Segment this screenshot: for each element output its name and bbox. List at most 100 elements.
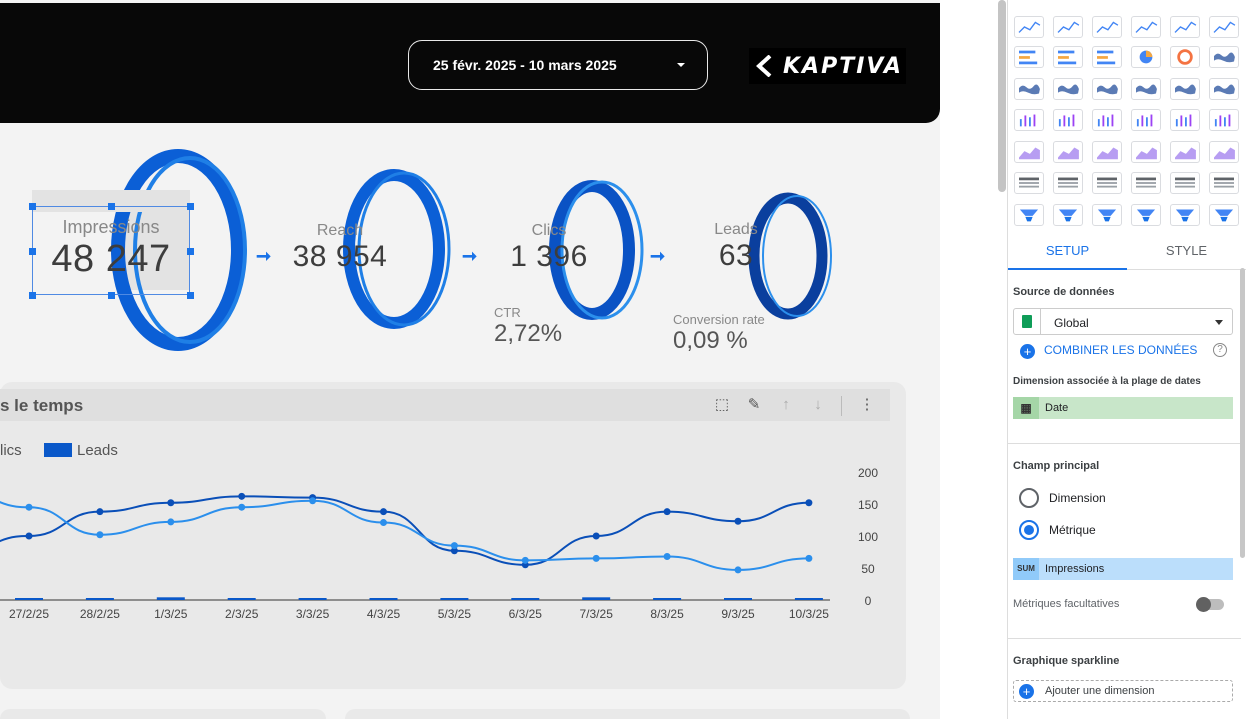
combo-chart-icon[interactable]	[1014, 109, 1044, 131]
kpi-clics-label: Clics	[531, 222, 567, 239]
sparkline-label: Graphique sparkline	[1013, 655, 1120, 667]
time-series-card[interactable]	[0, 382, 906, 689]
edit-pencil-icon[interactable]: ✎	[747, 396, 761, 413]
funnel-icon[interactable]	[1131, 204, 1161, 226]
chart-point	[805, 499, 813, 507]
candlestick-icon[interactable]	[1170, 109, 1200, 131]
more-vert-icon[interactable]: ⋮	[859, 396, 875, 413]
data-source-value: Global	[1054, 316, 1089, 330]
arrow-up-icon[interactable]: ↑	[782, 396, 790, 413]
resize-handle[interactable]	[108, 203, 115, 210]
heatmap-table-icon[interactable]	[1053, 172, 1083, 194]
google-maps-icon[interactable]	[1092, 78, 1122, 100]
grouped-bar-icon[interactable]	[1053, 46, 1083, 68]
smooth-line-icon[interactable]	[1092, 16, 1122, 38]
arrow-down-icon[interactable]: ↓	[814, 396, 822, 413]
pie-chart-icon[interactable]	[1131, 46, 1161, 68]
line-chart-icon[interactable]	[1014, 16, 1044, 38]
kaptiva-chevron-icon	[756, 55, 772, 77]
help-icon[interactable]: ?	[1213, 343, 1227, 357]
add-circle-icon[interactable]: +	[1020, 344, 1035, 359]
kpi-conversion[interactable]: Conversion rate 0,09 %	[673, 312, 765, 355]
filled-map-icon[interactable]	[1053, 78, 1083, 100]
resize-handle[interactable]	[187, 292, 194, 299]
stacked-bar-icon[interactable]	[1092, 46, 1122, 68]
tab-setup[interactable]: SETUP	[1008, 234, 1127, 270]
kpi-ctr[interactable]: CTR 2,72%	[494, 305, 562, 348]
area-100-icon[interactable]	[1092, 141, 1122, 163]
stacked-area-icon[interactable]	[1053, 141, 1083, 163]
radio-metric[interactable]	[1019, 520, 1039, 540]
geo-map-icon[interactable]	[1209, 46, 1239, 68]
chart-bar	[227, 598, 256, 600]
chart-point	[309, 497, 317, 505]
metric-chip[interactable]: SUM Impressions	[1013, 558, 1233, 580]
column-chart-icon[interactable]	[1131, 16, 1161, 38]
optional-metrics-toggle[interactable]	[1196, 597, 1224, 612]
donut-chart-icon[interactable]	[1170, 46, 1200, 68]
scatter-icon[interactable]	[1131, 141, 1161, 163]
y-tick-label: 100	[858, 530, 878, 544]
resize-handle[interactable]	[187, 203, 194, 210]
x-tick-label: 3/3/25	[296, 607, 330, 621]
chart-point	[25, 503, 33, 511]
stacked-combo-icon[interactable]	[1053, 109, 1083, 131]
data-source-select[interactable]: Global	[1013, 308, 1233, 335]
timeline-icon[interactable]	[1092, 204, 1122, 226]
resize-handle[interactable]	[29, 248, 36, 255]
area-chart-icon[interactable]	[1014, 141, 1044, 163]
stacked-100-icon[interactable]	[1209, 16, 1239, 38]
kpi-leads[interactable]: Leads 63	[696, 221, 776, 273]
area-line-icon[interactable]	[1131, 109, 1161, 131]
chevron-down-icon	[677, 63, 685, 67]
world-map-icon[interactable]	[1014, 78, 1044, 100]
select-area-icon[interactable]: ⬚	[714, 396, 730, 413]
chart-point	[238, 492, 246, 500]
box-plot-icon[interactable]	[1209, 109, 1239, 131]
radio-dimension[interactable]	[1019, 488, 1039, 508]
resize-handle[interactable]	[187, 248, 194, 255]
stacked-column-icon[interactable]	[1170, 16, 1200, 38]
resize-handle[interactable]	[29, 292, 36, 299]
bubble-chart-icon[interactable]	[1170, 141, 1200, 163]
date-range-picker[interactable]: 25 févr. 2025 - 10 mars 2025	[408, 40, 708, 90]
treemap-icon[interactable]	[1131, 172, 1161, 194]
table-icon[interactable]	[1209, 141, 1239, 163]
sankey-icon[interactable]	[1170, 172, 1200, 194]
legend-leads-swatch	[44, 443, 72, 457]
chart-point	[380, 508, 387, 516]
bottom-card	[345, 709, 910, 719]
resize-handle[interactable]	[108, 292, 115, 299]
funnel-alt-icon[interactable]	[1209, 204, 1239, 226]
sparkline-icon[interactable]	[1053, 16, 1083, 38]
blend-data-button[interactable]: COMBINER LES DONNÉES	[1044, 343, 1198, 357]
panel-scrollbar[interactable]	[1240, 268, 1245, 558]
chart-bar	[15, 598, 43, 600]
date-dimension-label: Dimension associée à la plage de dates	[1013, 376, 1201, 387]
waterfall-icon[interactable]	[1053, 204, 1083, 226]
canvas-scrollbar[interactable]	[998, 0, 1006, 192]
table-bars-icon[interactable]	[1014, 172, 1044, 194]
kpi-clics[interactable]: Clics 1 396	[499, 222, 599, 274]
chart-point	[592, 554, 600, 562]
kaptiva-logo: KAPTIVA	[749, 48, 906, 84]
funnel-bar-icon[interactable]	[1170, 204, 1200, 226]
tab-style[interactable]: STYLE	[1165, 243, 1208, 258]
bullet-chart-icon[interactable]	[1092, 172, 1122, 194]
kpi-reach-value: 38 954	[292, 240, 388, 273]
add-dimension-button[interactable]: + Ajouter une dimension	[1013, 680, 1233, 702]
chart-point	[238, 503, 246, 511]
bubble-map-icon[interactable]	[1170, 78, 1200, 100]
bar-chart-icon[interactable]	[1014, 46, 1044, 68]
resize-handle[interactable]	[29, 203, 36, 210]
toolbar-divider	[841, 396, 842, 416]
chart-bar	[156, 597, 185, 600]
region-map-icon[interactable]	[1209, 78, 1239, 100]
gauge-alt-icon[interactable]	[1014, 204, 1044, 226]
multi-line-icon[interactable]	[1092, 109, 1122, 131]
chart-bar	[440, 598, 469, 600]
kpi-reach[interactable]: Reach 38 954	[280, 222, 400, 274]
heat-map-icon[interactable]	[1131, 78, 1161, 100]
date-dimension-chip[interactable]: ▦ Date	[1013, 397, 1233, 419]
gauge-icon[interactable]	[1209, 172, 1239, 194]
